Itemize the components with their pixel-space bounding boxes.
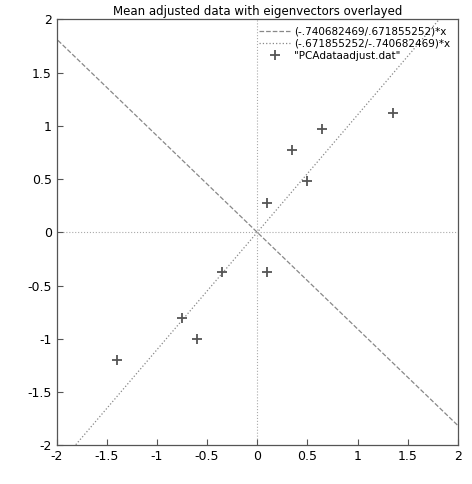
Legend: (-.740682469/.671855252)*x, (-.671855252/-.740682469)*x, "PCAdataadjust.dat": (-.740682469/.671855252)*x, (-.671855252… xyxy=(257,25,453,63)
"PCAdataadjust.dat" xyxy=(289,148,295,153)
"PCAdataadjust.dat" xyxy=(194,336,200,342)
"PCAdataadjust.dat" xyxy=(264,199,270,205)
"PCAdataadjust.dat" xyxy=(390,110,396,116)
"PCAdataadjust.dat" xyxy=(304,178,310,184)
"PCAdataadjust.dat" xyxy=(219,269,225,274)
"PCAdataadjust.dat" xyxy=(114,357,120,363)
Title: Mean adjusted data with eigenvectors overlayed: Mean adjusted data with eigenvectors ove… xyxy=(112,5,402,18)
"PCAdataadjust.dat" xyxy=(179,315,185,320)
"PCAdataadjust.dat" xyxy=(264,269,270,274)
Line: "PCAdataadjust.dat": "PCAdataadjust.dat" xyxy=(112,108,397,365)
"PCAdataadjust.dat" xyxy=(320,126,325,132)
